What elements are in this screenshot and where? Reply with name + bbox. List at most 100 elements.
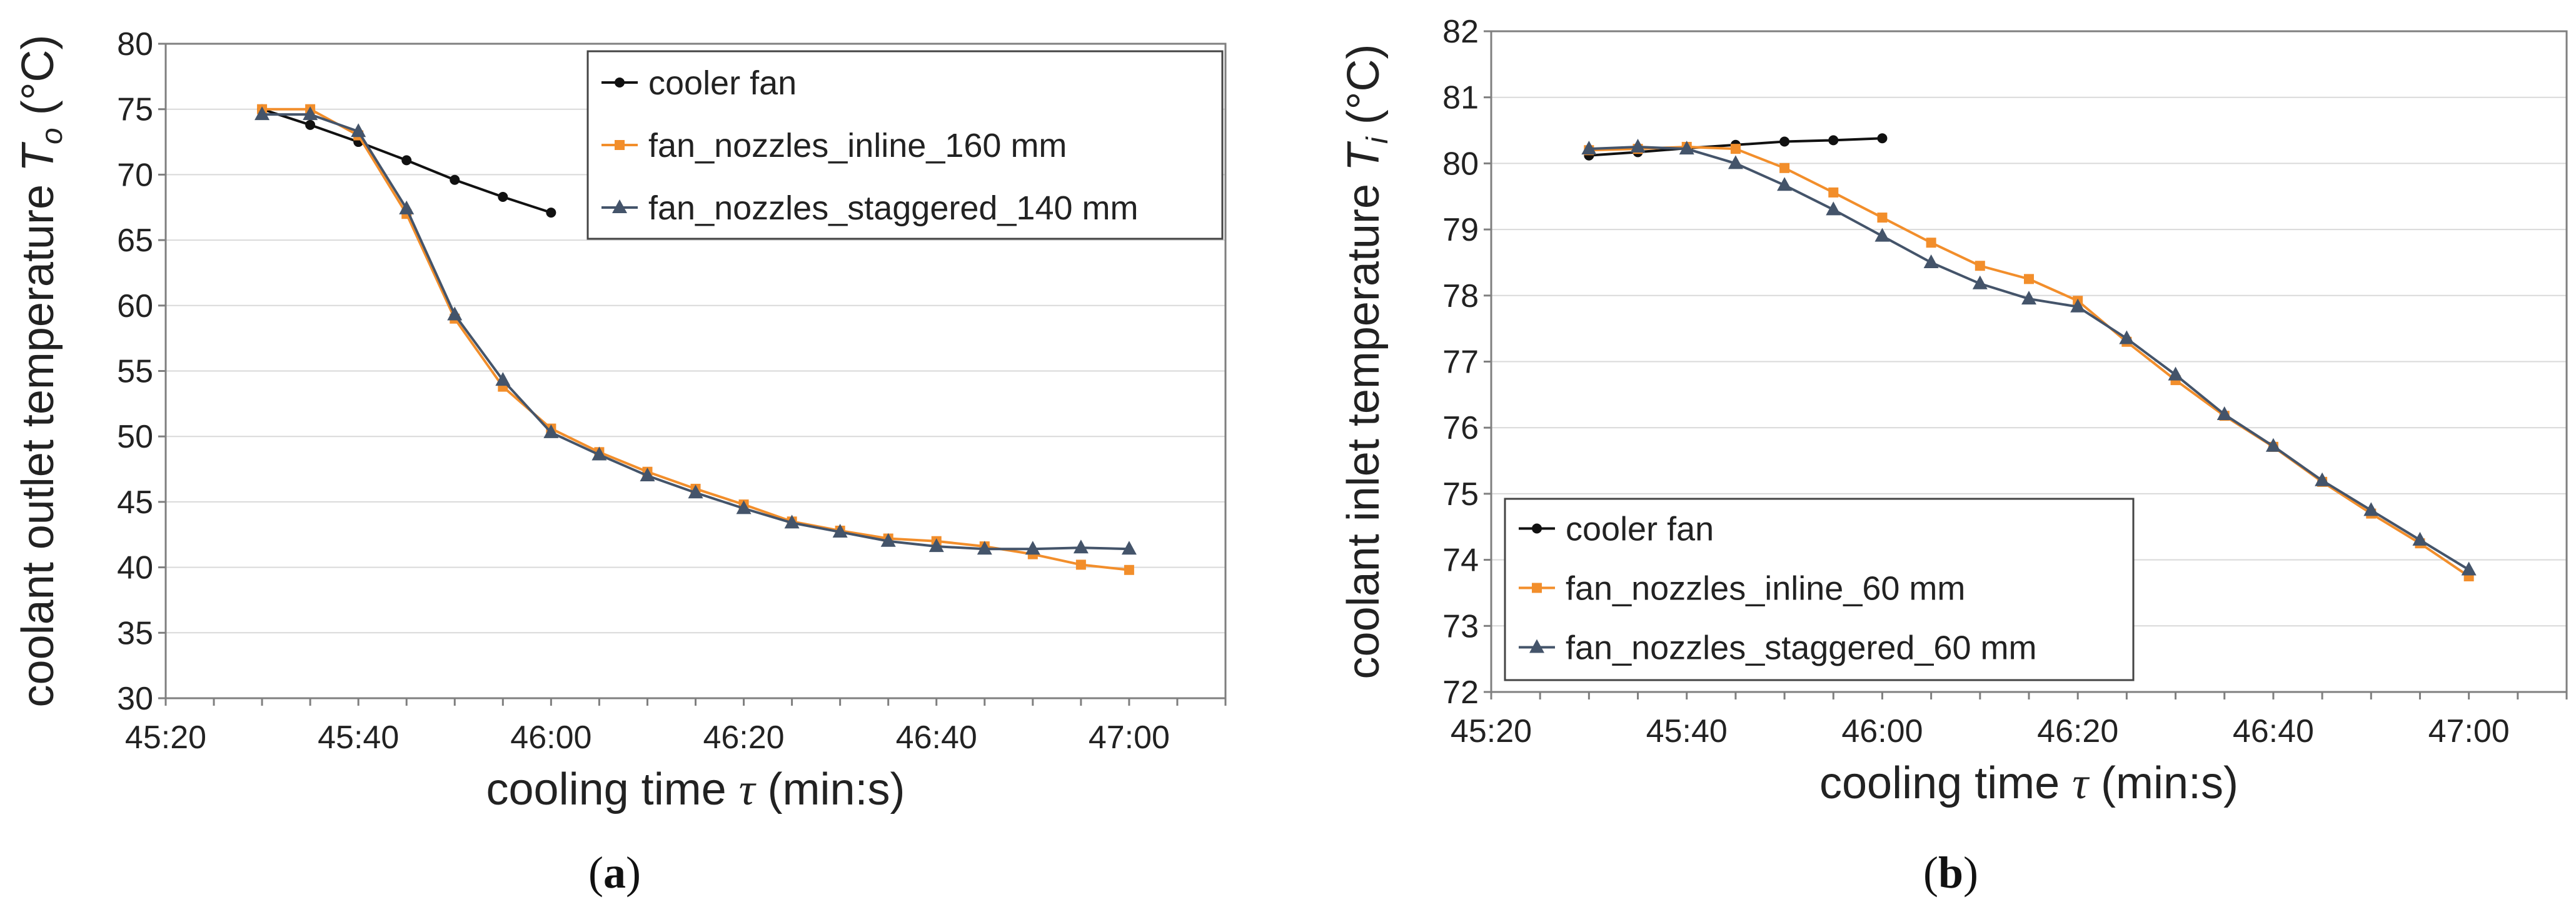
data-point	[2216, 406, 2232, 421]
y-tick-label: 35	[117, 615, 153, 651]
data-point	[450, 174, 460, 185]
data-point	[640, 468, 655, 482]
data-point	[1779, 136, 1790, 147]
y-axis-title: coolant outlet temperature To (°C)	[13, 35, 69, 708]
series-fan_nozzles_staggered_140 mm	[254, 106, 1137, 555]
y-tick-label: 65	[117, 223, 153, 259]
x-tick-label: 47:00	[2428, 713, 2510, 749]
legend-entry: fan_nozzles_staggered_140 mm	[648, 189, 1139, 227]
data-point	[928, 538, 944, 553]
legend-entry: cooler fan	[1566, 511, 1714, 548]
data-point	[1581, 141, 1597, 155]
plot-area-frame	[1490, 30, 2568, 693]
y-axis-title: coolant inlet temperature Ti (°C)	[1339, 44, 1394, 679]
y-tick-label: 70	[117, 157, 153, 193]
x-tick-label: 47:00	[1089, 719, 1170, 756]
y-tick-label: 55	[117, 354, 153, 390]
data-point	[1630, 138, 1646, 153]
data-point	[401, 155, 412, 166]
y-tick-label: 30	[117, 681, 153, 717]
data-point	[1923, 254, 1939, 268]
chart-panel-a: 30 35 40 45 50 55 60 65 70 75 80 45:20 45:40 46:00 46:…	[13, 26, 1227, 898]
data-point	[1877, 133, 1888, 144]
chart-panel-b: 72 73 74 75 76 77 78 79 80 81 82 45:20 45:40 46:00 46:…	[1339, 14, 2568, 898]
x-axis-title: cooling time τ (min:s)	[1819, 758, 2238, 808]
legend-swatch-marker	[612, 199, 627, 213]
data-point	[2412, 531, 2428, 546]
legend-entry: cooler fan	[648, 64, 797, 102]
data-point	[2363, 502, 2379, 516]
y-tick-label: 50	[117, 419, 153, 455]
data-point	[495, 372, 511, 386]
data-point	[591, 446, 607, 461]
x-axis-title: cooling time τ (min:s)	[486, 764, 905, 814]
data-point	[1828, 135, 1839, 146]
data-point	[1972, 275, 1988, 289]
data-point	[736, 500, 752, 514]
x-tick-label: 46:40	[2233, 713, 2314, 749]
data-point	[977, 541, 992, 555]
data-point	[2024, 274, 2034, 284]
x-tick-label: 46:00	[510, 719, 591, 756]
x-tick-label: 46:00	[1841, 713, 1923, 749]
legend-box	[586, 50, 1224, 240]
data-point	[2119, 330, 2135, 344]
x-tick-label: 45:20	[125, 719, 206, 756]
x-tick-label: 45:40	[1646, 713, 1728, 749]
data-point	[688, 484, 703, 499]
y-tick-label: 77	[1442, 344, 1479, 381]
y-tick-label: 76	[1442, 410, 1479, 446]
x-tick-label: 46:40	[896, 719, 977, 756]
y-tick-label: 72	[1442, 674, 1479, 711]
data-point	[1926, 238, 1936, 248]
data-point	[2070, 298, 2086, 313]
legend-box	[1504, 498, 2135, 681]
data-point	[2168, 366, 2183, 381]
plot-area-frame	[164, 43, 1227, 699]
data-point	[2315, 472, 2330, 486]
data-point	[832, 524, 848, 538]
data-point	[351, 123, 366, 138]
data-point	[543, 424, 559, 438]
legend-entry: fan_nozzles_inline_60 mm	[1566, 570, 1965, 608]
series-fan_nozzles_staggered_60 mm	[1581, 138, 2477, 576]
data-point	[303, 106, 318, 121]
data-point	[2265, 438, 2281, 452]
data-point	[880, 533, 896, 547]
data-point	[1975, 261, 1985, 271]
data-point	[1679, 141, 1694, 155]
legend-swatch-marker	[1529, 639, 1544, 653]
data-point	[1779, 163, 1790, 173]
data-point	[1075, 559, 1086, 570]
y-tick-label: 74	[1442, 543, 1479, 579]
data-point	[546, 208, 556, 218]
data-point	[1877, 213, 1888, 223]
data-point	[1730, 144, 1741, 154]
data-point	[498, 191, 508, 202]
y-tick-label: 73	[1442, 608, 1479, 644]
legend-swatch-marker	[1532, 523, 1542, 534]
legend-entry: fan_nozzles_staggered_60 mm	[1566, 629, 2036, 667]
y-tick-label: 81	[1442, 80, 1479, 116]
x-tick-label: 45:20	[1451, 713, 1532, 749]
data-point	[1124, 564, 1134, 575]
y-tick-label: 82	[1442, 14, 1479, 50]
x-tick-label: 45:40	[318, 719, 399, 756]
panel-label: (b)	[1923, 848, 1978, 898]
data-point	[399, 200, 415, 214]
data-point	[1121, 541, 1137, 555]
panel-label: (a)	[588, 848, 641, 898]
legend-swatch-marker	[615, 78, 625, 88]
data-point	[305, 119, 316, 130]
legend: cooler fan fan_nozzles_inline_160 mm fan_n…	[586, 50, 1224, 240]
y-tick-label: 75	[1442, 476, 1479, 513]
y-tick-label: 60	[117, 288, 153, 324]
data-point	[2021, 291, 2036, 305]
legend-swatch-marker	[615, 140, 625, 150]
data-point	[784, 514, 800, 529]
x-tick-label: 46:20	[2037, 713, 2118, 749]
legend-swatch-marker	[1532, 583, 1542, 593]
y-tick-label: 45	[117, 484, 153, 521]
